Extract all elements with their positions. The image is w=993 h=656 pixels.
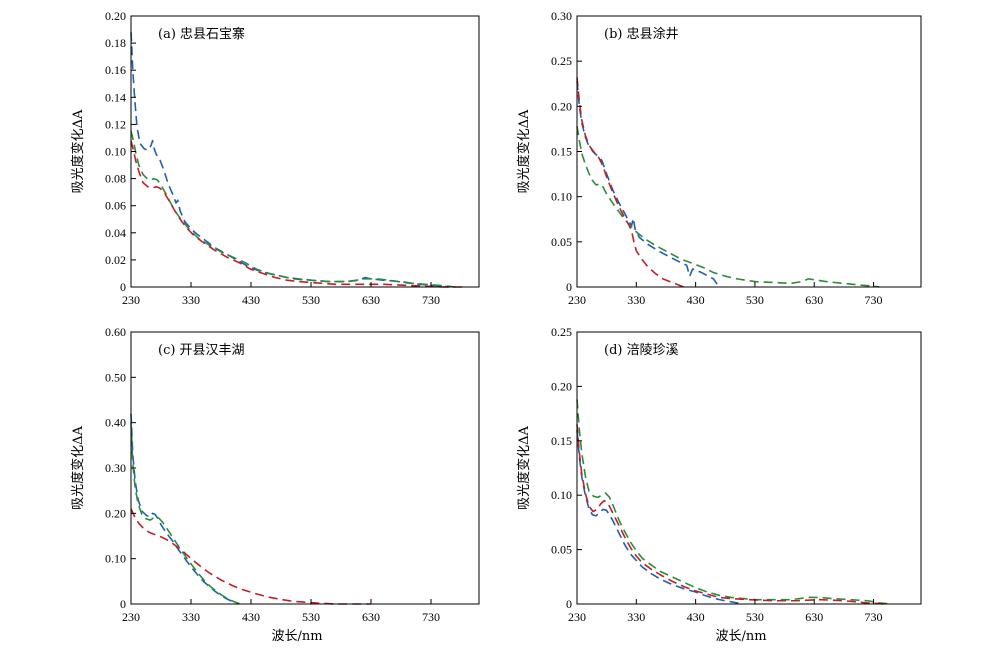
y-axis-title: 吸光度变化ΔA — [516, 426, 532, 510]
x-tick-label: 730 — [865, 610, 883, 624]
x-tick-label: 530 — [302, 610, 320, 624]
x-tick-label: 630 — [362, 610, 380, 624]
y-tick-label: 0.16 — [105, 63, 126, 77]
series-line-3 — [576, 424, 886, 605]
x-tick-label: 530 — [746, 610, 764, 624]
x-tick-label: 630 — [805, 293, 823, 307]
series-line-3 — [576, 77, 685, 288]
chart-panel-c: 0 0.10 0.20 0.30 0.40 0.50 0.60 230 330 430 530 630… — [70, 325, 480, 644]
y-tick-label: 0.10 — [105, 145, 126, 159]
series-line-2 — [576, 399, 892, 605]
y-tick-label: 0.20 — [551, 379, 572, 393]
x-tick-label: 330 — [182, 293, 200, 307]
y-tick-label: 0 — [120, 597, 126, 611]
series-line-1 — [130, 413, 240, 605]
y-tick-label: 0.20 — [105, 9, 126, 23]
series-line-2 — [576, 126, 880, 288]
x-tick-label: 630 — [805, 610, 823, 624]
panel-label: (d) 涪陵珍溪 — [604, 343, 679, 358]
y-tick-label: 0.10 — [551, 488, 572, 502]
plot-frame — [130, 331, 480, 605]
y-tick-label: 0.25 — [551, 54, 572, 68]
y-tick-label: 0.14 — [105, 90, 126, 104]
y-tick-label: 0.30 — [551, 9, 572, 23]
series-line-3 — [130, 140, 467, 288]
y-tick-label: 0.08 — [105, 172, 126, 186]
plot-frame — [576, 15, 922, 288]
chart-panel-b: 0 0.05 0.10 0.15 0.20 0.25 0.30 230 330 430 530 630… — [516, 9, 922, 307]
y-tick-label: 0.05 — [551, 543, 572, 557]
x-tick-label: 430 — [687, 293, 705, 307]
chart-panel-a: 0 0.02 0.04 0.06 0.08 0.10 0.12 0.14 0.16 0.18 0.2… — [70, 9, 480, 307]
y-tick-label: 0.10 — [105, 552, 126, 566]
y-tick-label: 0.04 — [105, 226, 126, 240]
x-tick-label: 230 — [568, 610, 586, 624]
y-tick-label: 0 — [566, 280, 572, 294]
x-axis-title: 波长/nm — [715, 629, 766, 644]
y-axis-title: 吸光度变化ΔA — [70, 426, 86, 510]
plot-frame — [576, 331, 922, 605]
y-tick-label: 0.20 — [551, 99, 572, 113]
series-line-2 — [130, 130, 456, 288]
y-tick-label: 0 — [566, 597, 572, 611]
x-tick-label: 530 — [746, 293, 764, 307]
y-tick-label: 0.15 — [551, 434, 572, 448]
y-tick-label: 0.10 — [551, 190, 572, 204]
panel-label: (a) 忠县石宝寨 — [158, 26, 245, 42]
x-tick-label: 230 — [122, 610, 140, 624]
chart-panel-d: 0 0.05 0.10 0.15 0.20 0.25 230 330 430 530 630 730 (… — [516, 325, 922, 644]
y-tick-label: 0.02 — [105, 253, 126, 267]
x-axis-title: 波长/nm — [271, 629, 322, 644]
y-tick-label: 0.12 — [105, 117, 126, 131]
x-tick-label: 530 — [302, 293, 320, 307]
y-tick-label: 0.25 — [551, 325, 572, 339]
x-tick-label: 330 — [627, 293, 645, 307]
y-axis-title: 吸光度变化ΔA — [516, 109, 532, 193]
x-tick-label: 730 — [422, 610, 440, 624]
y-tick-label: 0.15 — [551, 145, 572, 159]
series-line-1 — [576, 80, 720, 288]
x-tick-label: 230 — [122, 293, 140, 307]
y-axis-title: 吸光度变化ΔA — [70, 109, 86, 193]
y-tick-label: 0.18 — [105, 36, 126, 50]
series-line-2 — [130, 422, 241, 605]
x-tick-label: 330 — [182, 610, 200, 624]
y-tick-label: 0.60 — [105, 325, 126, 339]
x-tick-label: 730 — [865, 293, 883, 307]
series-line-3 — [130, 508, 371, 605]
y-tick-label: 0.05 — [551, 235, 572, 249]
x-tick-label: 430 — [687, 610, 705, 624]
y-tick-label: 0 — [120, 280, 126, 294]
y-tick-label: 0.20 — [105, 506, 126, 520]
panel-label: (c) 开县汉丰湖 — [158, 343, 245, 358]
y-tick-label: 0.30 — [105, 461, 126, 475]
plot-frame — [130, 15, 480, 288]
x-tick-label: 630 — [362, 293, 380, 307]
y-tick-label: 0.06 — [105, 199, 126, 213]
x-tick-label: 230 — [568, 293, 586, 307]
x-tick-label: 330 — [627, 610, 645, 624]
series-line-1 — [130, 32, 450, 288]
y-tick-label: 0.40 — [105, 416, 126, 430]
x-tick-label: 430 — [242, 293, 260, 307]
panel-label: (b) 忠县涂井 — [604, 26, 679, 42]
series-line-1 — [576, 429, 744, 605]
x-tick-label: 430 — [242, 610, 260, 624]
y-tick-label: 0.50 — [105, 370, 126, 384]
x-tick-label: 730 — [422, 293, 440, 307]
